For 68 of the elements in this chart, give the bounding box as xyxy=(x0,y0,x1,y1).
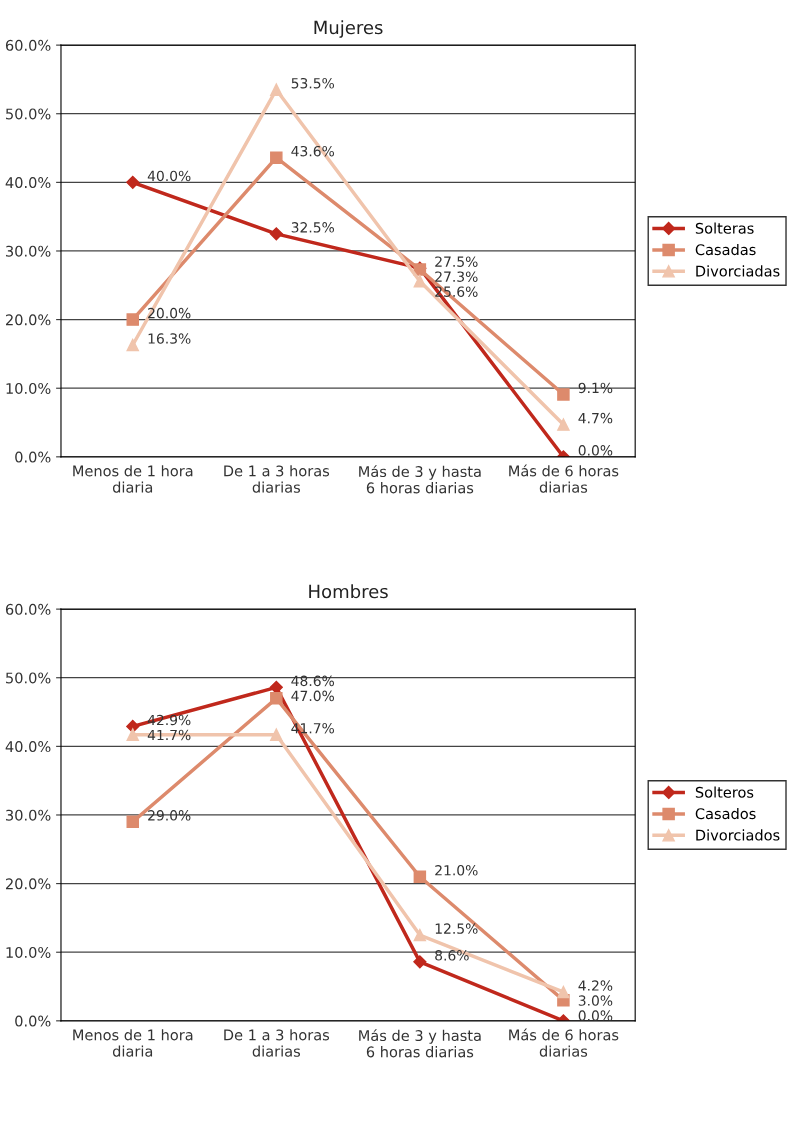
y-tick-label: 10.0% xyxy=(6,382,51,394)
point xyxy=(413,870,427,883)
data-label: 47.0% xyxy=(291,690,335,702)
data-label: 27.5% xyxy=(435,256,478,267)
legend-label: Solteros xyxy=(695,786,754,798)
point xyxy=(557,418,570,431)
y-tick-label: 60.0% xyxy=(5,39,51,51)
chart-title: Hombres xyxy=(309,584,388,599)
chart-title: Mujeres xyxy=(314,20,383,38)
y-tick-label: 40.0% xyxy=(5,741,51,753)
point xyxy=(270,83,283,96)
x-tick-label: De 1 a 3 horas diarias xyxy=(224,1029,330,1057)
y-tick-label: 20.0% xyxy=(6,878,51,890)
point xyxy=(270,692,283,705)
point xyxy=(413,955,427,969)
y-tick-label: 20.0% xyxy=(6,314,51,326)
legend-label: Solteras xyxy=(695,222,754,234)
x-tick-label: Más de 3 y hasta 6 horas diarias xyxy=(359,1029,481,1058)
data-label: 32.5% xyxy=(291,222,335,233)
data-label: 48.6% xyxy=(291,675,335,687)
data-label: 3.0% xyxy=(578,995,613,1006)
data-label: 21.0% xyxy=(435,865,478,876)
y-tick-label: 0.0% xyxy=(15,451,51,463)
point xyxy=(270,728,283,741)
point xyxy=(557,985,570,999)
point xyxy=(126,719,140,734)
point xyxy=(557,388,570,401)
y-tick-label: 40.0% xyxy=(5,177,51,189)
point xyxy=(126,175,140,189)
point xyxy=(413,274,427,288)
data-label: 53.5% xyxy=(291,78,335,89)
legend-label: Divorciadas xyxy=(696,265,780,277)
data-label: 41.7% xyxy=(147,729,191,741)
data-label: 8.6% xyxy=(435,950,469,961)
point xyxy=(126,815,140,829)
x-tick-label: Más de 6 horas diarias xyxy=(509,464,619,493)
data-label: 20.0% xyxy=(148,307,191,319)
data-label: 0.0% xyxy=(578,1010,613,1021)
data-label: 12.5% xyxy=(435,923,478,934)
y-tick-label: 60.0% xyxy=(5,603,51,615)
y-tick-label: 30.0% xyxy=(6,245,51,257)
y-tick-label: 30.0% xyxy=(6,809,51,821)
x-tick-label: Más de 6 horas diarias xyxy=(509,1028,619,1057)
legend-label: Divorciados xyxy=(696,829,780,841)
data-label: 43.6% xyxy=(291,145,335,157)
x-tick-label: Menos de 1 hora diaria xyxy=(73,465,193,493)
point xyxy=(126,728,140,741)
point xyxy=(126,338,140,352)
point xyxy=(269,227,283,241)
data-label: 4.2% xyxy=(578,980,613,991)
x-tick-label: De 1 a 3 horas diarias xyxy=(224,465,330,493)
data-label: 27.3% xyxy=(435,271,478,282)
y-tick-label: 10.0% xyxy=(6,946,51,958)
y-tick-label: 50.0% xyxy=(6,108,51,120)
data-label: 0.0% xyxy=(578,445,613,456)
point xyxy=(126,313,140,326)
point xyxy=(270,151,283,164)
data-label: 40.0% xyxy=(147,170,191,182)
point xyxy=(269,680,283,694)
y-tick-label: 50.0% xyxy=(6,672,51,684)
data-label: 4.7% xyxy=(578,412,613,424)
legend-label: Casados xyxy=(695,807,756,820)
y-tick-label: 0.0% xyxy=(15,1015,51,1027)
point xyxy=(413,928,427,942)
legend-label: Casadas xyxy=(695,243,756,256)
x-tick-label: Más de 3 y hasta 6 horas diarias xyxy=(359,465,481,494)
data-label: 16.3% xyxy=(148,333,191,344)
x-tick-label: Menos de 1 hora diaria xyxy=(73,1029,193,1057)
